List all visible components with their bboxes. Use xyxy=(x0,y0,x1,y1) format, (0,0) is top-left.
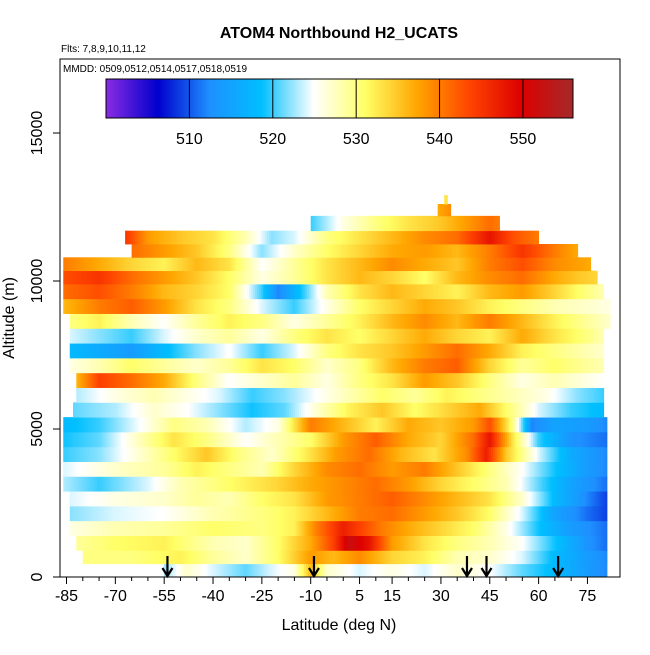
heat-cell xyxy=(606,564,607,578)
altitude-band-11 xyxy=(73,402,604,417)
altitude-band-16 xyxy=(70,328,604,343)
altitude-band-2 xyxy=(76,536,607,551)
altitude-band-5 xyxy=(70,491,608,506)
altitude-band-10 xyxy=(63,417,607,432)
heat-cell xyxy=(610,314,611,329)
altitude-band-9 xyxy=(63,432,607,447)
heat-cell xyxy=(602,328,604,343)
altitude-band-1 xyxy=(83,550,608,564)
dates-subtitle: MMDD: 0509,0512,0514,0517,0518,0519 xyxy=(63,64,247,75)
heat-cell xyxy=(602,388,604,403)
altitude-band-6 xyxy=(63,476,607,491)
chart-title: ATOM4 Northbound H2_UCATS xyxy=(220,25,459,42)
heat-cell xyxy=(606,506,608,521)
heat-cell xyxy=(605,476,607,491)
altitude-band-15 xyxy=(70,343,604,358)
altitude-band-17 xyxy=(70,314,611,329)
flights-subtitle: Flts: 7,8,9,10,11,12 xyxy=(61,44,146,55)
altitude-band-0 xyxy=(164,564,607,578)
altitude-band-14 xyxy=(70,358,604,373)
heat-cell xyxy=(605,432,607,447)
heat-cell xyxy=(606,536,607,551)
altitude-band-8 xyxy=(63,447,607,462)
heat-cell xyxy=(606,521,608,536)
altitude-band-18 xyxy=(63,299,610,314)
heat-cell xyxy=(605,462,607,477)
altitude-band-12 xyxy=(76,388,604,403)
heat-cell xyxy=(603,402,604,417)
heat-cell xyxy=(606,491,608,506)
altitude-band-4 xyxy=(70,506,608,521)
heat-cell xyxy=(602,358,604,373)
heat-cell xyxy=(602,343,604,358)
altitude-band-13 xyxy=(76,373,604,388)
altitude-band-3 xyxy=(70,521,608,536)
heat-cell xyxy=(607,550,608,564)
altitude-band-7 xyxy=(63,462,607,477)
heat-cell xyxy=(602,373,604,388)
heat-cell xyxy=(605,417,607,432)
heat-cell xyxy=(605,447,607,462)
heatmap-layer xyxy=(63,195,610,577)
